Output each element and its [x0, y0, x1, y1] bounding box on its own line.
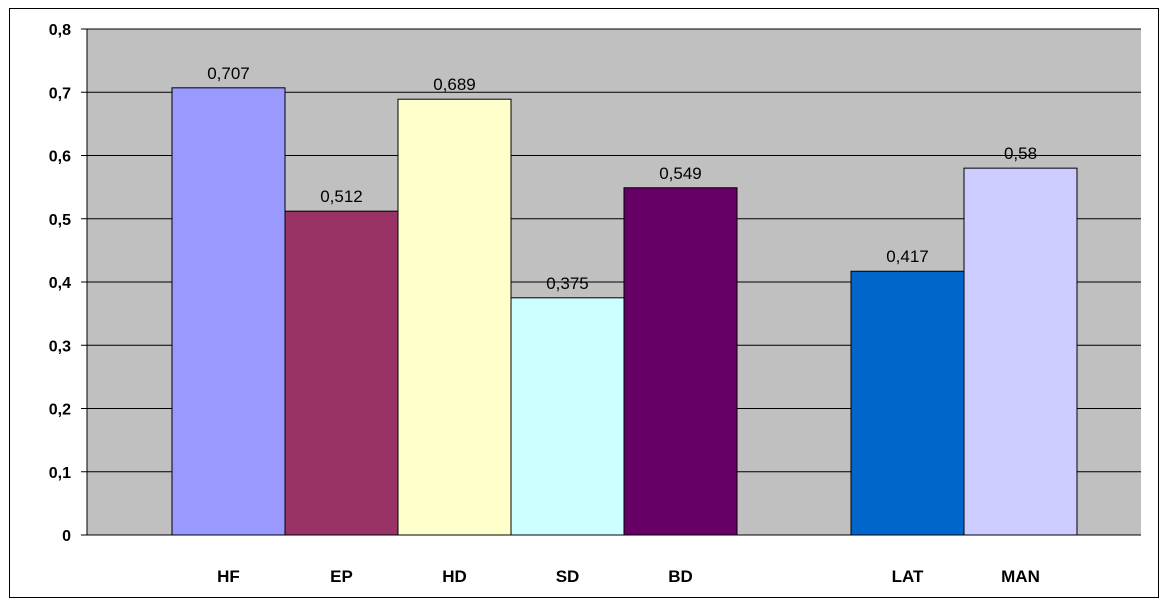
x-tick-label-hd: HD	[442, 567, 467, 586]
y-tick-label: 0,7	[49, 85, 71, 102]
data-label-hd: 0,689	[433, 75, 476, 94]
y-tick-label: 0,3	[49, 338, 71, 355]
x-tick-label-lat: LAT	[892, 567, 924, 586]
y-tick-label: 0,2	[49, 402, 71, 419]
x-tick-label-bd: BD	[668, 567, 693, 586]
y-tick-label: 0,6	[49, 149, 71, 166]
data-label-man: 0,58	[1004, 144, 1037, 163]
bar-ep	[284, 210, 399, 536]
y-tick-label: 0,1	[49, 465, 71, 482]
bar-hf	[171, 87, 286, 536]
data-label-sd: 0,375	[546, 274, 589, 293]
y-tick-label: 0	[62, 528, 71, 545]
x-tick-label-hf: HF	[217, 567, 240, 586]
y-tick-label: 0,4	[49, 275, 71, 292]
bar-man	[963, 167, 1078, 536]
data-label-lat: 0,417	[886, 247, 929, 266]
x-tick-label-man: MAN	[1001, 567, 1040, 586]
bar-lat	[850, 270, 965, 536]
x-tick-label-ep: EP	[330, 567, 353, 586]
bar-bd	[623, 187, 738, 536]
bar-sd	[510, 297, 625, 536]
y-tick-label: 0,8	[49, 22, 71, 39]
data-label-ep: 0,512	[320, 187, 363, 206]
data-label-bd: 0,549	[659, 164, 702, 183]
x-tick-label-sd: SD	[556, 567, 580, 586]
y-tick-label: 0,5	[49, 212, 71, 229]
data-label-hf: 0,707	[207, 64, 250, 83]
bar-hd	[397, 98, 512, 536]
